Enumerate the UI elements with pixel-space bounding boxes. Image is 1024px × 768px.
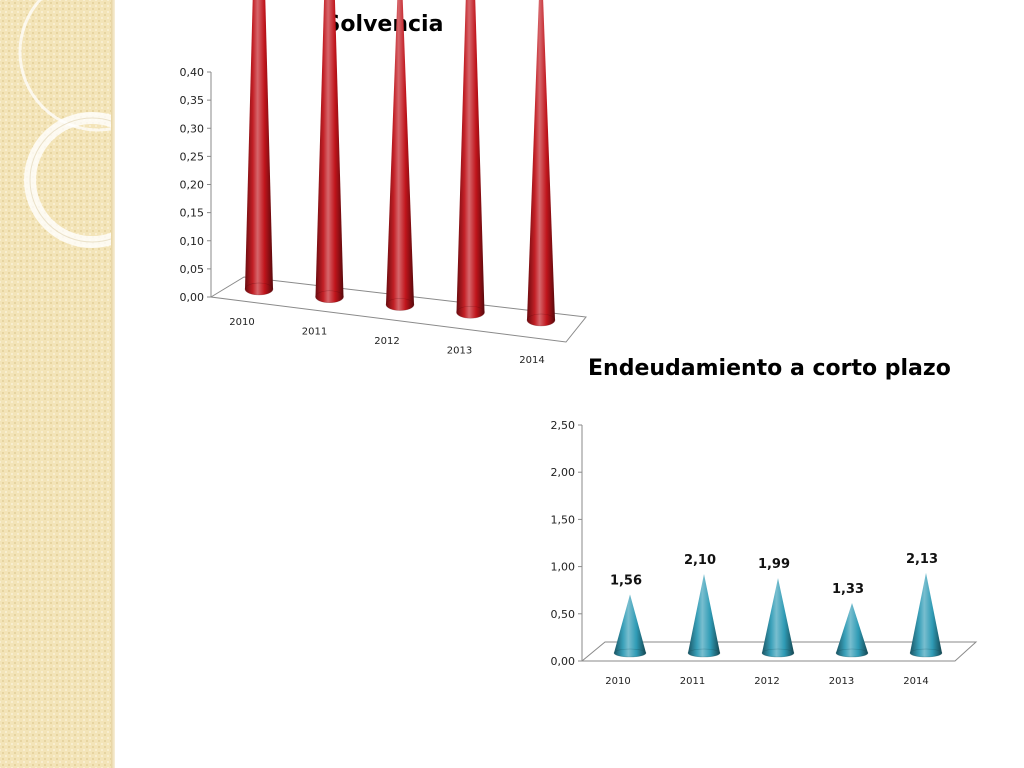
cone-bar-2010	[244, 0, 274, 296]
x-category-label: 2012	[754, 676, 779, 687]
data-label-2014: 2,13	[906, 552, 938, 567]
x-category-label: 2010	[229, 317, 254, 328]
y-tick-label: 0,25	[180, 150, 205, 163]
y-tick-label: 0,00	[180, 291, 205, 304]
cone-bar-2014	[909, 572, 943, 658]
y-tick-label: 0,00	[551, 655, 576, 668]
chart-title-solvencia: Solvencia	[324, 12, 444, 37]
y-tick-label: 0,30	[180, 122, 205, 135]
decorative-sidebar	[0, 0, 113, 768]
sidebar-border	[111, 0, 115, 768]
cone-bar-2012	[385, 0, 415, 311]
decorative-rings	[18, 0, 113, 248]
cone-bar-2011	[315, 0, 344, 304]
x-category-label: 2013	[829, 676, 854, 687]
x-category-label: 2014	[519, 355, 544, 366]
y-tick-label: 0,40	[180, 66, 205, 79]
x-category-label: 2010	[605, 676, 630, 687]
y-tick-label: 0,50	[551, 608, 576, 621]
cone-bar-2013	[456, 0, 485, 319]
x-category-label: 2012	[374, 336, 399, 347]
cone-bar-2012	[761, 578, 795, 658]
x-category-label: 2011	[302, 327, 327, 338]
y-tick-label: 0,20	[180, 179, 205, 192]
chart-title-endeudamiento: Endeudamiento a corto plazo	[588, 356, 951, 381]
cone-bar-2013	[835, 602, 869, 658]
y-tick-label: 0,35	[180, 94, 205, 107]
data-label-2011: 2,10	[684, 553, 716, 568]
data-label-2013: 1,33	[832, 582, 864, 597]
y-tick-label: 0,05	[180, 263, 205, 276]
cone-bar-2014	[526, 0, 556, 327]
data-label-2010: 1,56	[610, 573, 642, 588]
x-category-label: 2011	[680, 676, 705, 687]
cone-bar-2010	[613, 594, 647, 658]
y-tick-label: 0,15	[180, 207, 205, 220]
cone-bar-2011	[687, 574, 721, 658]
x-category-label: 2013	[447, 346, 472, 357]
y-tick-label: 1,50	[551, 513, 576, 526]
y-tick-label: 2,50	[551, 419, 576, 432]
y-tick-label: 0,10	[180, 235, 205, 248]
y-tick-label: 1,00	[551, 561, 576, 574]
data-label-2012: 1,99	[758, 557, 790, 572]
y-tick-label: 2,00	[551, 466, 576, 479]
x-category-label: 2014	[903, 676, 928, 687]
